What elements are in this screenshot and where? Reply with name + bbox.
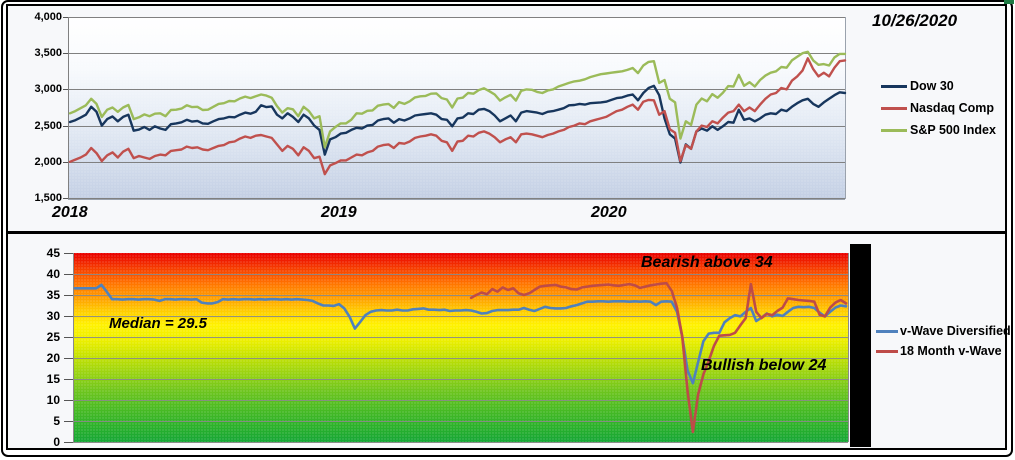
legend-label: v-Wave Diversified bbox=[900, 324, 1011, 338]
y-axis-tick-label: 4,000 bbox=[0, 11, 62, 23]
legend-item-sp500: S&P 500 Index bbox=[881, 119, 996, 141]
index-chart-plot bbox=[63, 17, 846, 200]
y-axis-tick-label: 1,500 bbox=[0, 192, 62, 204]
legend-label: Dow 30 bbox=[910, 79, 954, 93]
y-axis-tick-label: 10 bbox=[0, 393, 60, 407]
legend-item-18month-vwave: 18 Month v-Wave bbox=[876, 341, 1011, 361]
y-axis-tick-label: 35 bbox=[0, 288, 60, 302]
y-axis-tick-label: 2,000 bbox=[0, 156, 62, 168]
sp500-line-swatch-icon bbox=[881, 129, 907, 132]
legend-label: Nasdaq Comp bbox=[910, 101, 994, 115]
y-axis-tick-label: 5 bbox=[0, 414, 60, 428]
legend-item-nasdaq: Nasdaq Comp bbox=[881, 97, 996, 119]
y-axis-tick-label: 25 bbox=[0, 330, 60, 344]
y-axis-tick-label: 20 bbox=[0, 351, 60, 365]
v-wave-chart-legend: v-Wave Diversified 18 Month v-Wave bbox=[876, 321, 1011, 361]
x-axis-label-2020: 2020 bbox=[591, 204, 627, 222]
annotation-bullish: Bullish below 24 bbox=[701, 357, 826, 375]
legend-item-vwave-diversified: v-Wave Diversified bbox=[876, 321, 1011, 341]
y-axis-tick-label: 45 bbox=[0, 246, 60, 260]
dow-line-swatch-icon bbox=[881, 85, 907, 88]
y-axis-tick-label: 3,500 bbox=[0, 47, 62, 59]
x-axis-label-2019: 2019 bbox=[321, 204, 357, 222]
annotation-bearish: Bearish above 34 bbox=[641, 254, 773, 272]
y-axis-tick-label: 15 bbox=[0, 372, 60, 386]
market-charts-page: 10/26/2020 4,000 3,500 3,000 2,500 2,000 1,50… bbox=[0, 0, 1015, 460]
redaction-bar bbox=[850, 244, 871, 447]
y-axis-tick-label: 30 bbox=[0, 309, 60, 323]
date-label: 10/26/2020 bbox=[872, 11, 957, 31]
legend-label: 18 Month v-Wave bbox=[900, 344, 1002, 358]
v-wave-chart-plot bbox=[64, 253, 849, 443]
nasdaq-line-swatch-icon bbox=[881, 107, 907, 110]
legend-item-dow: Dow 30 bbox=[881, 75, 996, 97]
y-axis-tick-label: 2,500 bbox=[0, 120, 62, 132]
vwave-diversified-line-swatch-icon bbox=[876, 330, 898, 333]
y-axis-tick-label: 40 bbox=[0, 267, 60, 281]
legend-label: S&P 500 Index bbox=[910, 123, 996, 137]
index-chart-legend: Dow 30 Nasdaq Comp S&P 500 Index bbox=[881, 75, 996, 141]
vwave-18month-line-swatch-icon bbox=[876, 350, 898, 353]
x-axis-label-2018: 2018 bbox=[52, 204, 88, 222]
y-axis-tick-label: 3,000 bbox=[0, 83, 62, 95]
annotation-median: Median = 29.5 bbox=[109, 315, 207, 332]
y-axis-tick-label: 0 bbox=[0, 435, 60, 449]
